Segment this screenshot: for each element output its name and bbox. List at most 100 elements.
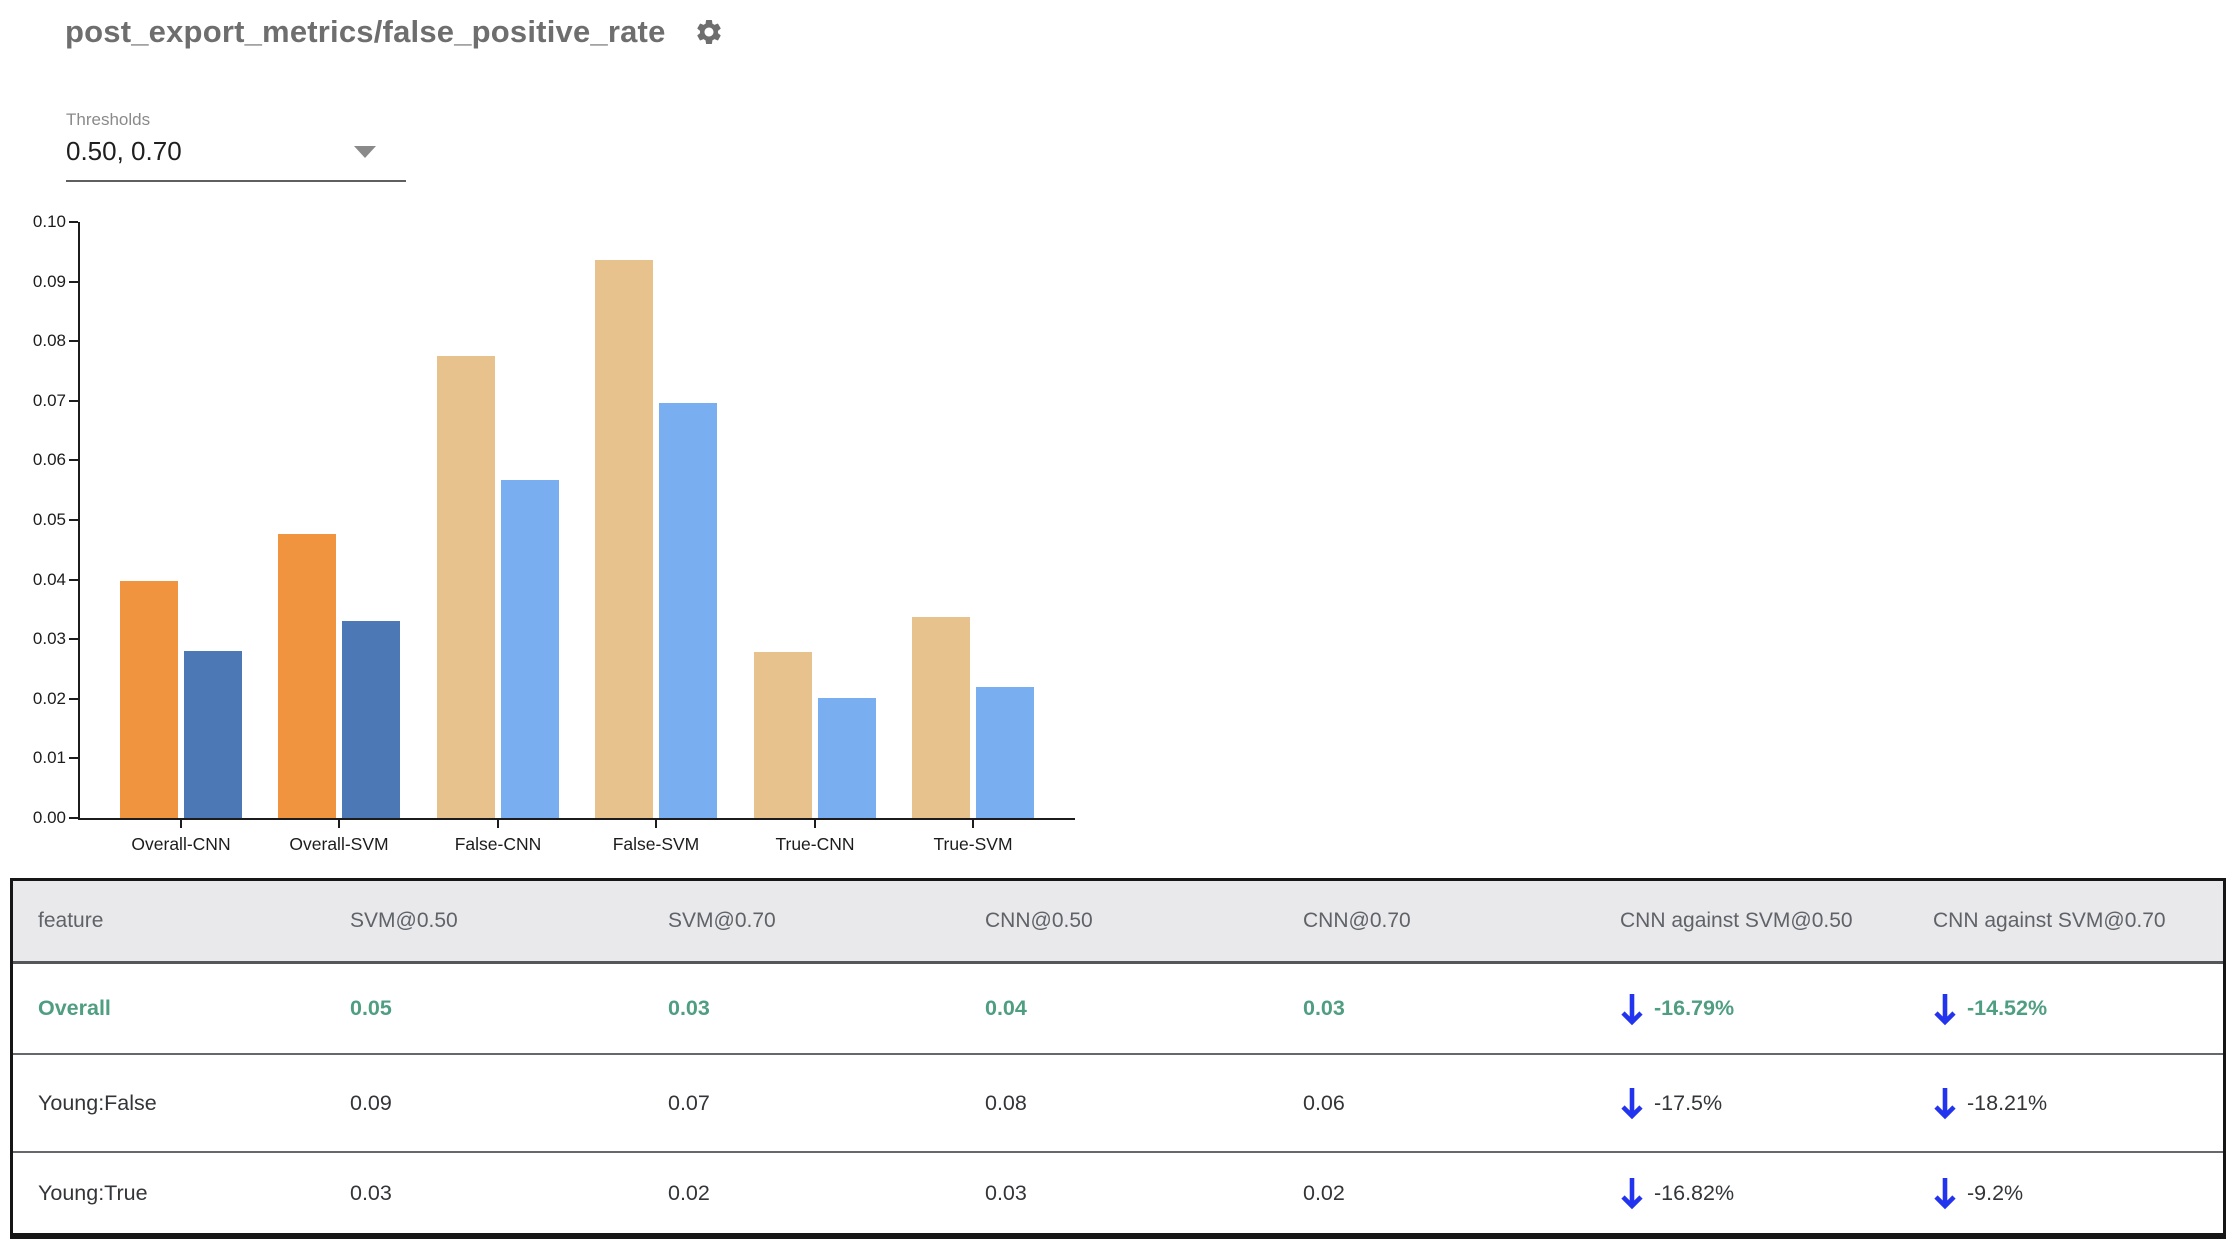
bar-Overall-CNN-threshold-0.50 (120, 581, 178, 818)
metric-value-cell: 0.03 (668, 996, 710, 1020)
bar-True-CNN-threshold-0.50 (754, 652, 812, 818)
table-row[interactable]: Young:False 0.09 0.07 0.08 0.06 -17.5% -18.21% (13, 1055, 2223, 1153)
y-axis-tick (69, 221, 78, 223)
x-axis-tick (338, 820, 340, 828)
delta-cell: -16.82% (1620, 1175, 1933, 1211)
column-header: CNN@0.50 (985, 909, 1093, 932)
metric-value-cell: 0.03 (350, 1180, 392, 1205)
bar-True-CNN-threshold-0.70 (818, 698, 876, 818)
bar-False-SVM-threshold-0.70 (659, 403, 717, 818)
arrow-down-icon (1620, 1175, 1644, 1211)
metric-value-cell: 0.07 (668, 1090, 710, 1115)
x-axis-category-label: False-CNN (454, 834, 542, 854)
thresholds-select[interactable]: Thresholds 0.50, 0.70 (66, 110, 406, 182)
metric-value-cell: 0.03 (1303, 996, 1345, 1020)
y-axis-tick (69, 757, 78, 760)
x-axis-tick (180, 820, 182, 828)
bar-Overall-SVM-threshold-0.70 (342, 621, 400, 818)
y-axis-tick (69, 340, 78, 343)
arrow-down-icon (1933, 1085, 1957, 1121)
column-header: CNN against SVM@0.50 (1620, 909, 1853, 932)
bar-False-SVM-threshold-0.50 (595, 260, 653, 818)
metric-value-cell: 0.02 (1303, 1180, 1345, 1205)
y-axis-tick-label: 0.10 (32, 212, 66, 231)
x-axis-category-label: False-SVM (612, 834, 700, 854)
arrow-down-icon (1933, 991, 1957, 1027)
feature-cell: Overall (38, 996, 111, 1020)
page-title: post_export_metrics/false_positive_rate (65, 14, 666, 49)
delta-value: -17.5% (1654, 1090, 1723, 1115)
y-axis-tick (69, 578, 78, 581)
column-header: SVM@0.70 (668, 909, 776, 932)
column-header: SVM@0.50 (350, 909, 458, 932)
bar-Overall-SVM-threshold-0.50 (278, 534, 336, 818)
thresholds-value: 0.50, 0.70 (66, 136, 182, 166)
column-header: CNN against SVM@0.70 (1933, 909, 2166, 932)
bar-True-SVM-threshold-0.50 (912, 617, 970, 818)
bar-False-CNN-threshold-0.50 (437, 356, 495, 818)
delta-value: -14.52% (1967, 996, 2048, 1020)
y-axis-tick-label: 0.04 (32, 569, 66, 589)
x-axis-line (78, 818, 1075, 820)
x-axis-category-label: Overall-SVM (289, 834, 389, 854)
panel-header: post_export_metrics/false_positive_rate (65, 14, 724, 50)
table-row[interactable]: Overall 0.05 0.03 0.04 0.03 -16.79% -14.52% (13, 964, 2223, 1055)
delta-cell: -17.5% (1620, 1085, 1933, 1121)
delta-cell: -18.21% (1933, 1085, 2223, 1121)
metric-value-cell: 0.08 (985, 1090, 1027, 1115)
arrow-down-icon (1933, 1175, 1957, 1211)
y-axis-line (78, 222, 80, 820)
column-header: CNN@0.70 (1303, 909, 1411, 932)
x-axis-category-label: True-CNN (775, 834, 855, 854)
metric-value-cell: 0.03 (985, 1180, 1027, 1205)
y-axis-tick (69, 280, 78, 283)
y-axis-tick-label: 0.02 (32, 688, 66, 708)
delta-cell: -14.52% (1933, 991, 2223, 1027)
y-axis-tick (69, 459, 78, 462)
arrow-down-icon (1620, 1085, 1644, 1121)
y-axis-tick-label: 0.01 (32, 748, 66, 768)
bar-Overall-CNN-threshold-0.70 (184, 651, 242, 818)
table-header-row: feature SVM@0.50 SVM@0.70 CNN@0.50 CNN@0.70 C… (13, 881, 2223, 964)
y-axis-tick (69, 817, 78, 819)
y-axis-tick (69, 697, 78, 700)
false-positive-rate-bar-chart: 0.00 0.01 0.02 0.03 0.04 0.05 0.06 0.07 0.08 0.09… (0, 212, 1130, 882)
x-axis-tick (972, 820, 974, 828)
gear-icon[interactable] (694, 17, 724, 47)
y-axis-tick-label: 0.08 (32, 331, 66, 351)
delta-value: -16.82% (1654, 1180, 1735, 1205)
x-axis-category-label: Overall-CNN (131, 834, 231, 854)
metrics-table: feature SVM@0.50 SVM@0.70 CNN@0.50 CNN@0.70 C… (10, 878, 2226, 1239)
metric-value-cell: 0.06 (1303, 1090, 1345, 1115)
delta-cell: -9.2% (1933, 1175, 2223, 1211)
feature-cell: Young:True (38, 1180, 148, 1205)
x-axis-tick (655, 820, 657, 828)
delta-value: -16.79% (1654, 996, 1735, 1020)
column-header: feature (38, 909, 104, 932)
metric-value-cell: 0.04 (985, 996, 1027, 1020)
y-axis-tick (69, 638, 78, 641)
table-row[interactable]: Young:True 0.03 0.02 0.03 0.02 -16.82% -9.2% (13, 1153, 2223, 1233)
y-axis-tick-label: 0.09 (32, 271, 66, 291)
y-axis-tick-label: 0.03 (32, 629, 66, 649)
y-axis-tick (69, 399, 78, 402)
thresholds-label: Thresholds (66, 110, 151, 129)
bar-True-SVM-threshold-0.70 (976, 687, 1034, 818)
x-axis-tick (497, 820, 499, 828)
x-axis-category-label: True-SVM (933, 834, 1013, 854)
metric-value-cell: 0.05 (350, 996, 392, 1020)
delta-cell: -16.79% (1620, 991, 1933, 1027)
feature-cell: Young:False (38, 1090, 157, 1115)
y-axis-tick-label: 0.00 (32, 808, 66, 827)
delta-value: -18.21% (1967, 1090, 2048, 1115)
y-axis-tick-label: 0.07 (32, 390, 66, 410)
delta-value: -9.2% (1967, 1180, 2024, 1205)
x-axis-tick (814, 820, 816, 828)
metric-value-cell: 0.09 (350, 1090, 392, 1115)
bar-False-CNN-threshold-0.70 (501, 480, 559, 818)
y-axis-tick-label: 0.05 (32, 510, 66, 529)
arrow-down-icon (1620, 991, 1644, 1027)
y-axis-tick (69, 519, 78, 521)
metric-value-cell: 0.02 (668, 1180, 710, 1205)
